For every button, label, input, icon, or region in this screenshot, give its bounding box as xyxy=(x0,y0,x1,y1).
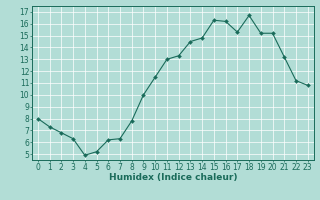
X-axis label: Humidex (Indice chaleur): Humidex (Indice chaleur) xyxy=(108,173,237,182)
